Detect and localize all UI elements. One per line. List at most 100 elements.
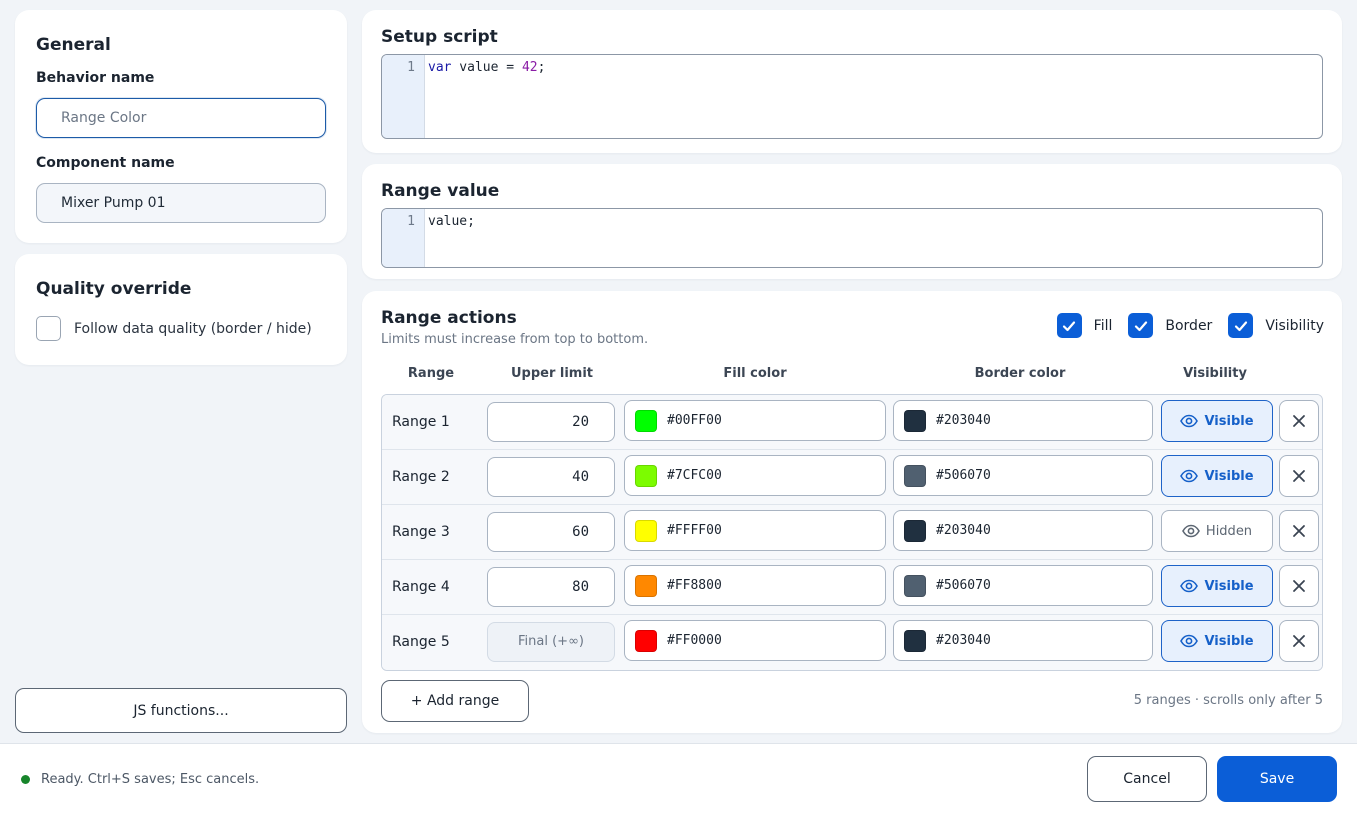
border-color-value: #203040 bbox=[936, 633, 991, 648]
cancel-button[interactable]: Cancel bbox=[1087, 756, 1207, 802]
delete-range-button[interactable] bbox=[1279, 510, 1319, 552]
border-toggle-label: Border bbox=[1165, 317, 1213, 334]
table-row: Range 1 20 #00FF00 #203040 Visible bbox=[382, 395, 1322, 450]
fill-color-swatch[interactable] bbox=[635, 574, 657, 597]
border-color-value: #203040 bbox=[936, 413, 991, 428]
range-name: Range 3 bbox=[392, 524, 450, 540]
close-icon bbox=[1293, 470, 1305, 482]
footer-bar: Ready. Ctrl+S saves; Esc cancels. Cancel… bbox=[0, 743, 1357, 813]
close-icon bbox=[1293, 580, 1305, 592]
check-icon bbox=[1134, 320, 1147, 331]
delete-range-button[interactable] bbox=[1279, 455, 1319, 497]
range-count: 5 ranges · scrolls only after 5 bbox=[1133, 693, 1323, 708]
visibility-toggle[interactable]: Visibility bbox=[1228, 313, 1324, 338]
delete-range-button[interactable] bbox=[1279, 620, 1319, 662]
setup-script-code: var value = 42; bbox=[428, 60, 545, 75]
fill-color-input[interactable]: #FFFF00 bbox=[624, 510, 886, 551]
border-color-input[interactable]: #506070 bbox=[893, 455, 1153, 496]
visibility-toggle-button[interactable]: Visible bbox=[1161, 565, 1273, 607]
visibility-label: Visible bbox=[1204, 633, 1254, 649]
border-color-value: #506070 bbox=[936, 468, 991, 483]
border-color-input[interactable]: #506070 bbox=[893, 565, 1153, 606]
visibility-toggle-button[interactable]: Visible bbox=[1161, 455, 1273, 497]
eye-icon bbox=[1180, 414, 1199, 428]
border-color-value: #506070 bbox=[936, 578, 991, 593]
upper-limit-input[interactable]: 40 bbox=[487, 457, 615, 497]
close-icon bbox=[1293, 415, 1305, 427]
visibility-toggle-button[interactable]: Hidden bbox=[1161, 510, 1273, 552]
col-upper-limit: Upper limit bbox=[510, 366, 594, 381]
table-row: Range 5 Final (+∞) #FF0000 #203040 Visible bbox=[382, 615, 1322, 670]
fill-color-swatch[interactable] bbox=[635, 409, 657, 432]
range-value-panel: Range value 1 value; bbox=[362, 164, 1342, 279]
follow-quality-row[interactable]: Follow data quality (border / hide) bbox=[36, 316, 312, 341]
table-row: Range 4 80 #FF8800 #506070 Visible bbox=[382, 560, 1322, 615]
fill-color-swatch[interactable] bbox=[635, 519, 657, 542]
upper-limit-input[interactable]: 60 bbox=[487, 512, 615, 552]
col-visibility: Visibility bbox=[1183, 366, 1247, 381]
line-number: 1 bbox=[382, 55, 425, 138]
border-color-swatch[interactable] bbox=[904, 464, 926, 487]
border-color-value: #203040 bbox=[936, 523, 991, 538]
eye-icon bbox=[1180, 634, 1199, 648]
fill-color-input[interactable]: #7CFC00 bbox=[624, 455, 886, 496]
border-toggle[interactable]: Border bbox=[1128, 313, 1212, 338]
range-name: Range 1 bbox=[392, 414, 450, 430]
range-actions-subtitle: Limits must increase from top to bottom. bbox=[381, 332, 649, 347]
fill-color-input[interactable]: #00FF00 bbox=[624, 400, 886, 441]
upper-limit-input[interactable]: 80 bbox=[487, 567, 615, 607]
border-color-swatch[interactable] bbox=[904, 519, 926, 542]
border-color-input[interactable]: #203040 bbox=[893, 400, 1153, 441]
follow-quality-checkbox[interactable] bbox=[36, 316, 61, 341]
delete-range-button[interactable] bbox=[1279, 565, 1319, 607]
fill-color-swatch[interactable] bbox=[635, 629, 657, 652]
setup-script-title: Setup script bbox=[381, 27, 498, 47]
add-range-button[interactable]: + Add range bbox=[381, 680, 529, 722]
behavior-name-label: Behavior name bbox=[36, 70, 155, 86]
general-panel: General Behavior name Range Color Compon… bbox=[15, 10, 347, 243]
border-color-swatch[interactable] bbox=[904, 409, 926, 432]
fill-color-swatch[interactable] bbox=[635, 464, 657, 487]
component-name-input[interactable]: Mixer Pump 01 bbox=[36, 183, 326, 223]
table-row: Range 3 60 #FFFF00 #203040 Hidden bbox=[382, 505, 1322, 560]
visibility-label: Hidden bbox=[1205, 523, 1253, 539]
visibility-toggle-label: Visibility bbox=[1265, 317, 1324, 334]
code-keyword: var bbox=[428, 60, 452, 75]
range-value-code: value; bbox=[428, 214, 475, 229]
border-checkbox[interactable] bbox=[1128, 313, 1154, 338]
visibility-toggle-button[interactable]: Visible bbox=[1161, 620, 1273, 662]
border-color-input[interactable]: #203040 bbox=[893, 620, 1153, 661]
delete-range-button[interactable] bbox=[1279, 400, 1319, 442]
status-area: Ready. Ctrl+S saves; Esc cancels. bbox=[21, 772, 259, 787]
visibility-label: Visible bbox=[1204, 468, 1254, 484]
fill-toggle[interactable]: Fill bbox=[1056, 313, 1113, 338]
fill-color-input[interactable]: #FF0000 bbox=[624, 620, 886, 661]
setup-script-editor[interactable]: 1 var value = 42; bbox=[381, 54, 1323, 139]
fill-checkbox[interactable] bbox=[1056, 313, 1082, 338]
code-text: value = bbox=[451, 60, 522, 75]
col-border-color: Border color bbox=[974, 366, 1066, 381]
js-functions-button[interactable]: JS functions... bbox=[15, 688, 347, 733]
visibility-toggle-button[interactable]: Visible bbox=[1161, 400, 1273, 442]
fill-color-input[interactable]: #FF8800 bbox=[624, 565, 886, 606]
check-icon bbox=[1234, 320, 1247, 331]
range-value-title: Range value bbox=[381, 181, 500, 201]
upper-limit-input: Final (+∞) bbox=[487, 622, 615, 662]
upper-limit-input[interactable]: 20 bbox=[487, 402, 615, 442]
component-name-value: Mixer Pump 01 bbox=[61, 195, 166, 211]
border-color-input[interactable]: #203040 bbox=[893, 510, 1153, 551]
close-icon bbox=[1293, 525, 1305, 537]
behavior-name-input[interactable]: Range Color bbox=[36, 98, 326, 138]
border-color-swatch[interactable] bbox=[904, 629, 926, 652]
visibility-checkbox[interactable] bbox=[1228, 313, 1254, 338]
visibility-label: Visible bbox=[1204, 578, 1254, 594]
visibility-label: Visible bbox=[1204, 413, 1254, 429]
fill-toggle-label: Fill bbox=[1093, 317, 1113, 334]
range-value-editor[interactable]: 1 value; bbox=[381, 208, 1323, 268]
table-row: Range 2 40 #7CFC00 #506070 Visible bbox=[382, 450, 1322, 505]
check-icon bbox=[1063, 320, 1076, 331]
quality-title: Quality override bbox=[36, 279, 192, 299]
fill-color-value: #FF0000 bbox=[667, 633, 722, 648]
save-button[interactable]: Save bbox=[1217, 756, 1337, 802]
border-color-swatch[interactable] bbox=[904, 574, 926, 597]
